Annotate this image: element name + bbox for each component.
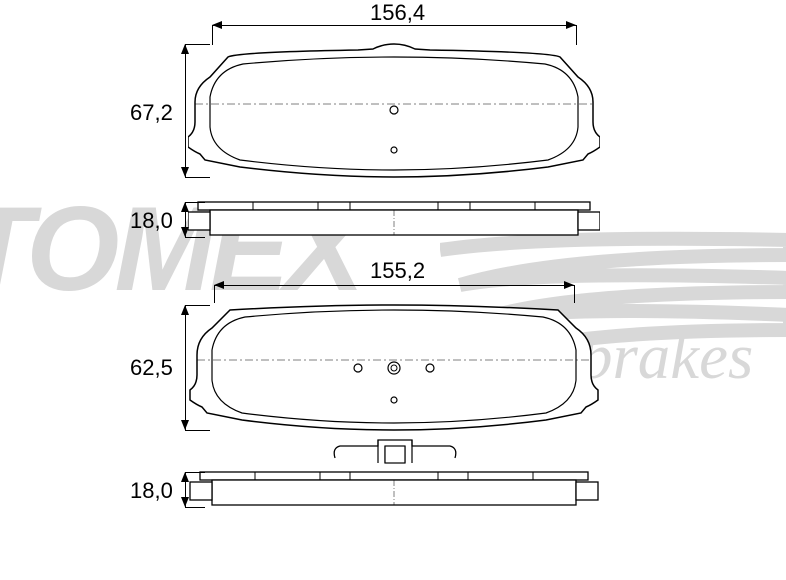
dim-ext	[185, 177, 210, 178]
arrow	[566, 21, 576, 29]
dim-ext	[185, 507, 205, 508]
top-brake-pad-front	[188, 42, 600, 182]
arrow	[214, 281, 224, 289]
top-brake-pad-side	[188, 200, 600, 242]
bottom-brake-pad-front	[188, 300, 600, 435]
bottom-brake-pad-side	[188, 470, 600, 512]
dim-line-bot-width	[214, 285, 574, 286]
arrow	[181, 227, 189, 237]
arrow	[212, 21, 222, 29]
arrow	[181, 497, 189, 507]
dim-ext	[185, 237, 205, 238]
dim-line-top-width	[212, 25, 576, 26]
dim-top-height: 67,2	[130, 100, 173, 126]
dim-line-top-height	[185, 44, 186, 177]
dim-ext	[185, 472, 205, 473]
arrow	[181, 305, 189, 315]
retaining-clip	[330, 438, 460, 466]
dim-bottom-height: 62,5	[130, 355, 173, 381]
dim-line-bot-height	[185, 305, 186, 430]
dim-ext	[185, 44, 210, 45]
dim-top-width: 156,4	[370, 0, 425, 26]
dim-top-thickness: 18,0	[130, 208, 173, 234]
arrow	[181, 167, 189, 177]
arrow	[564, 281, 574, 289]
arrow	[181, 420, 189, 430]
dim-ext	[185, 430, 210, 431]
dim-ext	[185, 202, 205, 203]
dim-ext	[185, 305, 210, 306]
dim-bottom-width: 155,2	[370, 258, 425, 284]
arrow	[181, 472, 189, 482]
arrow	[181, 202, 189, 212]
arrow	[181, 44, 189, 54]
dim-bottom-thickness: 18,0	[130, 478, 173, 504]
watermark-sub: brakes	[580, 320, 753, 395]
